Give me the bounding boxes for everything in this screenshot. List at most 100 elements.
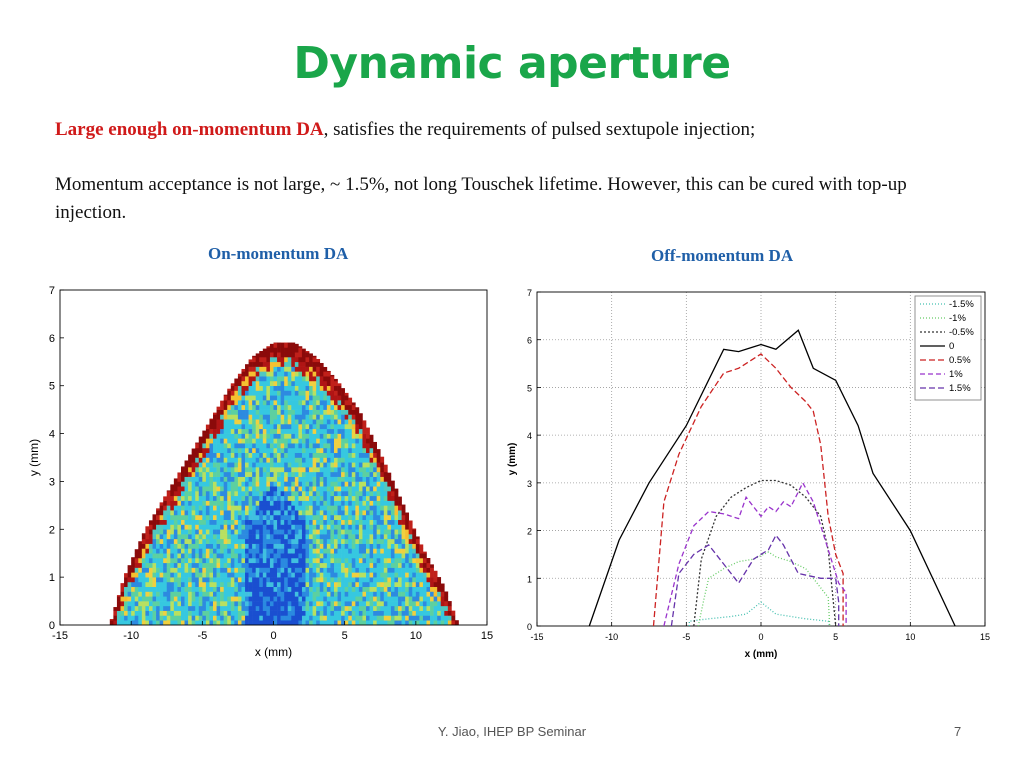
- heatmap-cell: [198, 558, 203, 564]
- heatmap-cell: [191, 562, 196, 568]
- heatmap-cell: [234, 380, 239, 387]
- heatmap-cell: [166, 519, 171, 525]
- heatmap-cell: [245, 510, 249, 516]
- heatmap-cell: [237, 428, 242, 434]
- heatmap-cell: [380, 491, 385, 497]
- heatmap-cell: [309, 519, 313, 525]
- heatmap-cell: [366, 605, 370, 611]
- heatmap-cell: [216, 486, 221, 492]
- heatmap-cell: [170, 543, 175, 549]
- heatmap-cell: [355, 581, 360, 588]
- heatmap-cell: [227, 577, 232, 583]
- heatmap-cell: [255, 353, 260, 358]
- heatmap-cell: [330, 605, 335, 611]
- heatmap-cell: [291, 428, 296, 434]
- heatmap-cell: [405, 581, 410, 588]
- heatmap-cell: [333, 380, 338, 387]
- heatmap-cell: [237, 452, 242, 458]
- heatmap-cell: [170, 591, 175, 597]
- heatmap-cell: [266, 562, 271, 568]
- heatmap-cell: [148, 605, 153, 611]
- heatmap-cell: [188, 457, 192, 463]
- heatmap-cell: [312, 524, 317, 530]
- heatmap-cell: [287, 529, 292, 535]
- on-momentum-caption: On-momentum DA: [208, 244, 349, 263]
- heatmap-cell: [301, 424, 306, 430]
- heatmap-cell: [298, 414, 303, 420]
- heatmap-cell: [152, 529, 157, 535]
- heatmap-cell: [305, 452, 310, 458]
- heatmap-cell: [294, 562, 299, 568]
- heatmap-cell: [312, 433, 317, 439]
- heatmap-cell: [326, 467, 331, 473]
- heatmap-cell: [266, 481, 271, 487]
- heatmap-cell: [358, 433, 363, 439]
- heatmap-cell: [134, 567, 139, 573]
- heatmap-cell: [341, 491, 345, 497]
- heatmap-cell: [309, 591, 313, 597]
- heatmap-cell: [138, 548, 143, 554]
- heatmap-cell: [180, 466, 185, 468]
- heatmap-cell: [259, 620, 264, 626]
- heatmap-cell: [252, 519, 257, 525]
- heatmap-cell: [184, 476, 189, 482]
- heatmap-cell: [437, 591, 442, 597]
- heatmap-cell: [319, 524, 324, 530]
- heatmap-cell: [394, 488, 399, 492]
- heatmap-cell: [156, 572, 160, 578]
- heatmap-cell: [173, 500, 178, 506]
- heatmap-cell: [398, 581, 402, 588]
- heatmap-cell: [223, 548, 228, 554]
- heatmap-cell: [387, 538, 392, 544]
- heatmap-cell: [198, 562, 203, 568]
- heatmap-cell: [287, 452, 292, 458]
- heatmap-cell: [166, 543, 171, 549]
- heatmap-cell: [301, 505, 306, 511]
- heatmap-cell: [202, 519, 207, 525]
- heatmap-cell: [309, 371, 313, 377]
- heatmap-cell: [159, 562, 164, 568]
- heatmap-cell: [184, 572, 189, 578]
- heatmap-cell: [305, 371, 310, 377]
- heatmap-cell: [234, 605, 239, 611]
- heatmap-cell: [220, 615, 224, 621]
- heatmap-cell: [301, 476, 306, 482]
- heatmap-cell: [223, 452, 228, 458]
- heatmap-cell: [209, 538, 214, 544]
- heatmap-cell: [195, 548, 200, 554]
- heatmap-cell: [205, 510, 210, 516]
- heatmap-cell: [323, 457, 328, 463]
- heatmap-cell: [348, 481, 353, 487]
- heatmap-cell: [362, 620, 367, 626]
- heatmap-cell: [380, 457, 385, 463]
- heatmap-cell: [298, 548, 303, 554]
- heatmap-cell: [138, 562, 143, 568]
- heatmap-cell: [198, 476, 203, 482]
- heatmap-cell: [227, 486, 232, 492]
- heatmap-cell: [380, 524, 385, 530]
- heatmap-cell: [355, 538, 360, 544]
- heatmap-cell: [305, 538, 310, 544]
- heatmap-cell: [266, 409, 271, 415]
- heatmap-cell: [220, 529, 224, 535]
- heatmap-cell: [373, 481, 377, 487]
- heatmap-cell: [273, 601, 278, 607]
- heatmap-cell: [440, 615, 445, 621]
- heatmap-cell: [316, 366, 321, 372]
- heatmap-cell: [280, 409, 285, 415]
- heatmap-cell: [319, 581, 324, 588]
- heatmap-cell: [184, 471, 189, 477]
- heatmap-cell: [209, 591, 214, 597]
- heatmap-cell: [366, 467, 370, 473]
- heatmap-cell: [234, 558, 239, 564]
- heatmap-cell: [408, 534, 413, 540]
- heatmap-cell: [170, 495, 175, 501]
- heatmap-cell: [255, 361, 260, 367]
- heatmap-cell: [284, 543, 289, 549]
- heatmap-cell: [145, 577, 150, 583]
- heatmap-cell: [220, 558, 224, 564]
- heatmap-cell: [127, 596, 132, 602]
- heatmap-cell: [209, 562, 214, 568]
- heatmap-cell: [323, 395, 328, 401]
- heatmap-cell: [195, 591, 200, 597]
